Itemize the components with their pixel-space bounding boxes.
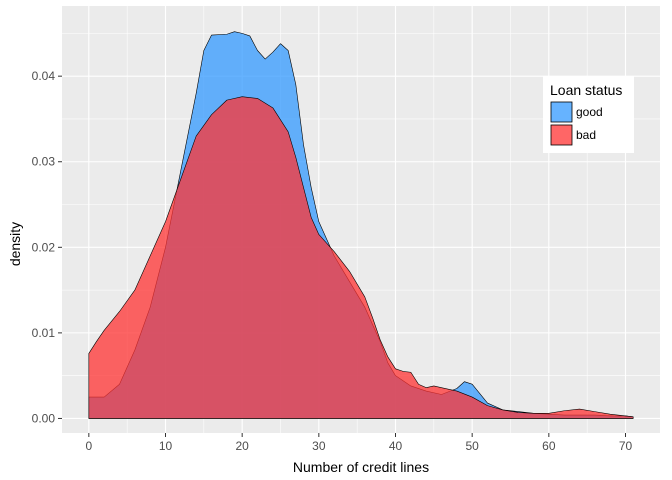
x-tick-label: 20 <box>235 439 249 453</box>
x-tick-label: 0 <box>85 439 92 453</box>
legend-label-bad: bad <box>576 128 596 142</box>
legend: Loan status good bad <box>543 76 634 153</box>
y-tick-label: 0.04 <box>32 69 56 83</box>
x-tick-label: 50 <box>465 439 479 453</box>
y-axis: 0.00 0.01 0.02 0.03 0.04 <box>32 69 62 425</box>
legend-title: Loan status <box>550 82 622 98</box>
y-tick-label: 0.01 <box>32 326 56 340</box>
x-axis: 0 10 20 30 40 50 60 70 <box>85 433 632 453</box>
y-tick-label: 0.03 <box>32 155 56 169</box>
legend-label-good: good <box>576 105 603 119</box>
x-tick-label: 60 <box>542 439 556 453</box>
x-axis-title: Number of credit lines <box>293 459 429 475</box>
y-tick-label: 0.02 <box>32 240 56 254</box>
legend-key-good <box>550 101 573 123</box>
x-tick-label: 30 <box>312 439 326 453</box>
legend-items: good bad <box>550 101 603 146</box>
x-tick-label: 10 <box>159 439 173 453</box>
legend-key-bad <box>550 124 573 146</box>
y-tick-label: 0.00 <box>32 411 56 425</box>
x-tick-label: 40 <box>389 439 403 453</box>
y-axis-title: density <box>7 222 23 266</box>
density-areas <box>88 31 634 419</box>
x-tick-label: 70 <box>619 439 633 453</box>
density-area-bad <box>88 96 634 419</box>
